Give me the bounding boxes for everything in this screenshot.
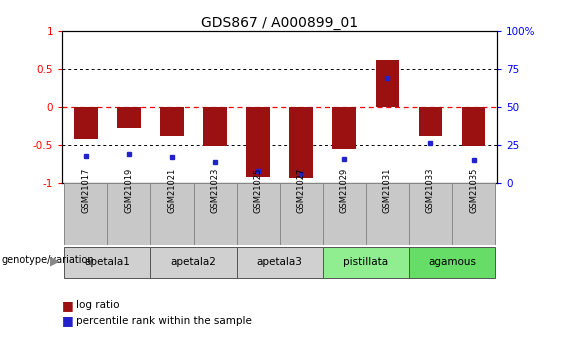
Text: GSM21029: GSM21029	[340, 167, 349, 213]
Bar	[150, 183, 194, 245]
Bar	[107, 183, 150, 245]
Bar	[332, 107, 356, 149]
Bar	[74, 107, 98, 139]
Text: apetala2: apetala2	[171, 257, 216, 266]
Text: GSM21027: GSM21027	[297, 167, 306, 213]
Title: GDS867 / A000899_01: GDS867 / A000899_01	[201, 16, 358, 30]
Bar	[419, 107, 442, 136]
Bar	[409, 183, 452, 245]
Text: pistillata: pistillata	[344, 257, 388, 266]
Bar	[150, 247, 237, 278]
Text: GSM21025: GSM21025	[254, 167, 263, 213]
Bar	[376, 60, 399, 107]
Bar	[323, 183, 366, 245]
Text: ▶: ▶	[50, 254, 59, 267]
Text: GSM21017: GSM21017	[81, 167, 90, 213]
Text: percentile rank within the sample: percentile rank within the sample	[76, 316, 252, 326]
Bar	[323, 247, 409, 278]
Text: ■: ■	[62, 299, 74, 312]
Bar	[237, 247, 323, 278]
Text: GSM21021: GSM21021	[167, 167, 176, 213]
Bar	[117, 107, 141, 128]
Text: apetala1: apetala1	[84, 257, 131, 266]
Text: GSM21033: GSM21033	[426, 167, 435, 213]
Text: GSM21031: GSM21031	[383, 167, 392, 213]
Text: apetala3: apetala3	[257, 257, 303, 266]
Bar	[409, 247, 495, 278]
Text: agamous: agamous	[428, 257, 476, 266]
Bar	[237, 183, 280, 245]
Bar	[280, 183, 323, 245]
Text: GSM21019: GSM21019	[124, 167, 133, 213]
Bar	[366, 183, 409, 245]
Text: GSM21035: GSM21035	[469, 167, 478, 213]
Bar	[462, 107, 485, 146]
Text: GSM21023: GSM21023	[211, 167, 220, 213]
Bar	[194, 183, 237, 245]
Bar	[64, 247, 150, 278]
Bar	[203, 107, 227, 146]
Text: ■: ■	[62, 314, 74, 327]
Bar	[246, 107, 270, 177]
Bar	[160, 107, 184, 136]
Bar	[452, 183, 495, 245]
Text: log ratio: log ratio	[76, 300, 120, 310]
Bar	[289, 107, 313, 178]
Text: genotype/variation: genotype/variation	[1, 256, 94, 265]
Bar	[64, 183, 107, 245]
